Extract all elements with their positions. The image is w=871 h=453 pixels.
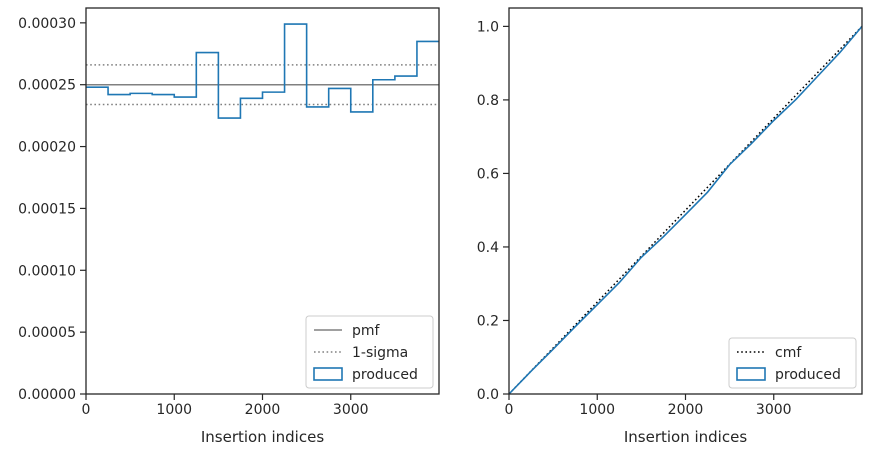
y-tick-label: 0.00010 xyxy=(18,263,76,279)
y-tick-label: 0.00005 xyxy=(18,325,76,341)
x-tick-label: 2000 xyxy=(668,402,704,418)
legend-label-cmf: cmf xyxy=(775,345,802,361)
legend-swatch-produced xyxy=(736,367,766,381)
y-tick-label: 0.4 xyxy=(477,240,499,256)
axes-frame xyxy=(508,7,863,395)
y-tick-label: 0.8 xyxy=(477,93,499,109)
y-tick-label: 0.00015 xyxy=(18,201,76,217)
left-chart-pmf: 0 1000 2000 3000 0.00000 0.00005 0.00010 0.0001… xyxy=(18,7,440,446)
x-tick-label: 3000 xyxy=(333,402,369,418)
legend-box xyxy=(305,315,434,389)
y-tick-label: 1.0 xyxy=(477,19,499,35)
y-tick-label: 0.2 xyxy=(477,313,499,329)
y-tick-label: 0.00030 xyxy=(18,16,76,32)
x-tick-label: 0 xyxy=(505,402,514,418)
y-tick-label: 0.0 xyxy=(477,387,499,403)
produced-step-line xyxy=(86,23,439,119)
legend-label-1-sigma: 1-sigma xyxy=(352,345,408,361)
x-axis-label: Insertion indices xyxy=(201,428,324,446)
x-tick-label: 0 xyxy=(82,402,91,418)
legend-box xyxy=(728,337,857,389)
produced-cumulative-line xyxy=(508,25,863,395)
x-tick-label: 3000 xyxy=(756,402,792,418)
x-tick-label: 1000 xyxy=(579,402,615,418)
y-tick-label: 0.00020 xyxy=(18,140,76,156)
x-tick-label: 2000 xyxy=(245,402,281,418)
cmf-line xyxy=(508,25,863,395)
x-tick-label: 1000 xyxy=(156,402,192,418)
legend-label-produced: produced xyxy=(775,367,841,383)
right-chart-cmf: 0 1000 2000 3000 0.0 0.2 0.4 0.6 0.8 1.0 Insertion… xyxy=(477,7,863,446)
x-axis-label: Insertion indices xyxy=(624,428,747,446)
legend-label-produced: produced xyxy=(352,367,418,383)
y-tick-label: 0.6 xyxy=(477,166,499,182)
y-tick-label: 0.00025 xyxy=(18,78,76,94)
legend-label-pmf: pmf xyxy=(352,323,381,339)
y-tick-label: 0.00000 xyxy=(18,387,76,403)
legend-swatch-produced xyxy=(313,367,343,381)
